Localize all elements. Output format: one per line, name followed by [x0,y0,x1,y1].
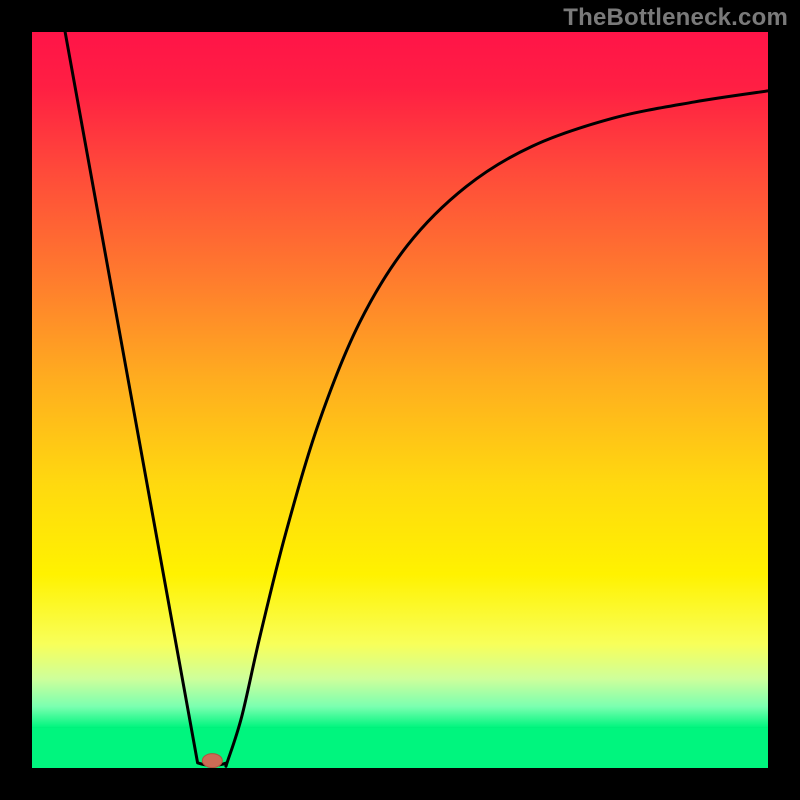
optimal-point-marker [202,754,222,768]
chart-frame: TheBottleneck.com [0,0,800,800]
chart-baseline-strip [32,728,768,768]
watermark-text: TheBottleneck.com [563,4,788,32]
chart-background-gradient [32,32,768,728]
bottleneck-line-chart [0,0,800,800]
